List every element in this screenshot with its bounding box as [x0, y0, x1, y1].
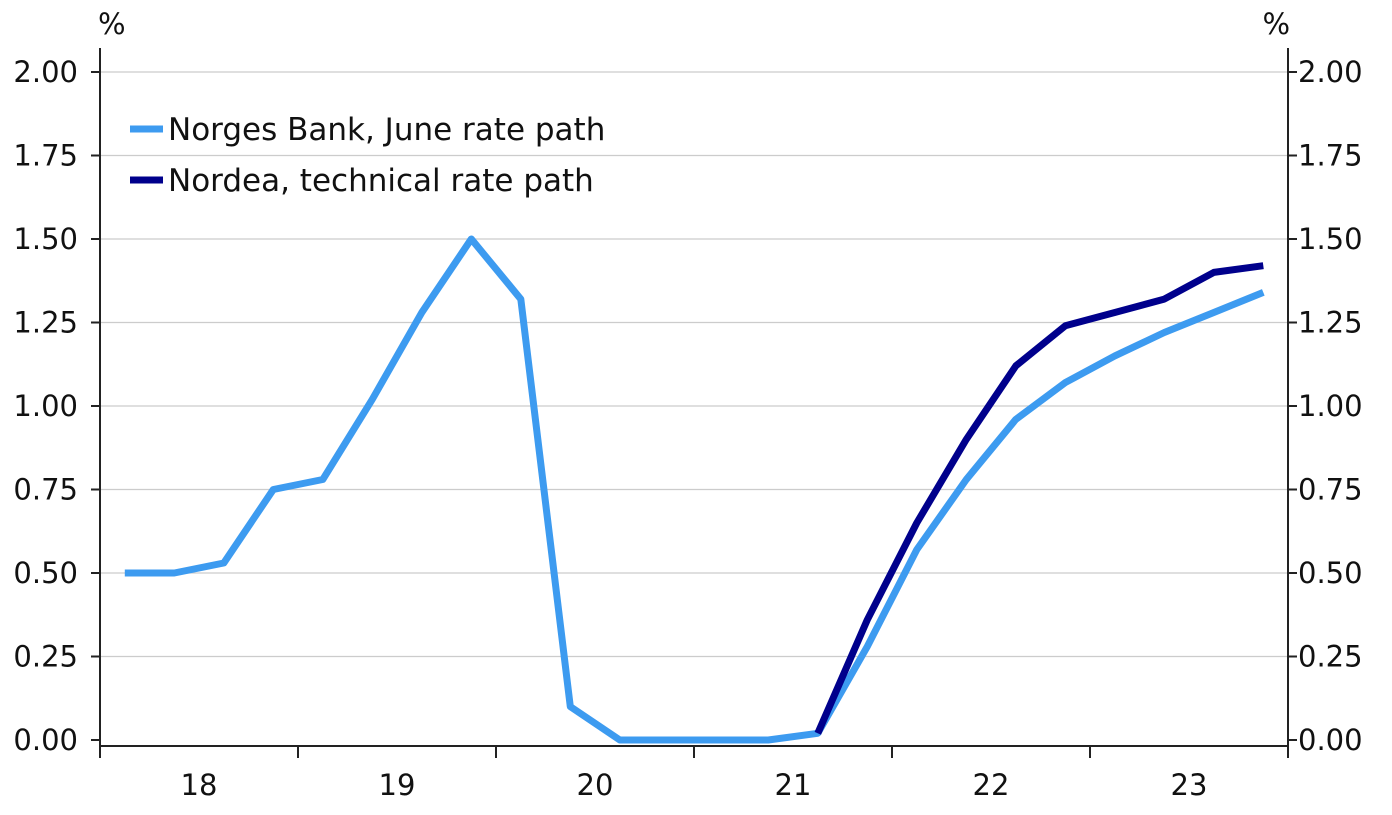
legend: Norges Bank, June rate path Nordea, tech… [130, 112, 605, 199]
y-tick-label-left: 0.25 [13, 640, 78, 674]
y-tick-label-left: 2.00 [13, 55, 78, 89]
series-line-norges-bank [124, 235, 1265, 744]
y-tick-label-right: 0.75 [1298, 473, 1363, 507]
left-unit-label: % [98, 7, 126, 41]
y-tick-label-right: 0.25 [1298, 640, 1363, 674]
y-tick-label-right: 2.00 [1298, 55, 1363, 89]
y-tick-label-left: 0.00 [13, 723, 78, 757]
gridlines [100, 71, 1288, 658]
y-tick-label-right: 1.50 [1298, 222, 1363, 256]
y-tick-label-right: 0.00 [1298, 723, 1363, 757]
x-ticks: 18 19 20 21 22 23 [99, 746, 1289, 802]
y-tick-label-left: 1.25 [13, 306, 78, 340]
x-tick-label: 23 [1171, 768, 1208, 802]
y-tick-label-left: 0.50 [13, 556, 78, 590]
y-tick-label-left: 1.00 [13, 389, 78, 423]
x-tick-label: 22 [973, 768, 1010, 802]
legend-label-nordea: Nordea, technical rate path [168, 163, 594, 199]
y-tick-label-left: 1.75 [13, 139, 78, 173]
series-lines [124, 235, 1265, 744]
x-tick-label: 20 [577, 768, 614, 802]
x-tick-label: 19 [379, 768, 416, 802]
legend-label-norges: Norges Bank, June rate path [168, 112, 605, 148]
y-tick-label-right: 1.00 [1298, 389, 1363, 423]
x-tick-label: 21 [775, 768, 812, 802]
right-unit-label: % [1262, 7, 1290, 41]
series-line-nordea [814, 262, 1264, 735]
y-tick-label-right: 1.75 [1298, 139, 1363, 173]
y-tick-label-right: 0.50 [1298, 556, 1363, 590]
y-ticks: 0.00 0.00 0.25 0.25 0.50 0.50 0.75 0.75 1.00 1.00… [13, 55, 1362, 757]
x-tick-label: 18 [181, 768, 218, 802]
y-tick-label-right: 1.25 [1298, 306, 1363, 340]
y-tick-label-left: 1.50 [13, 222, 78, 256]
y-tick-label-left: 0.75 [13, 473, 78, 507]
